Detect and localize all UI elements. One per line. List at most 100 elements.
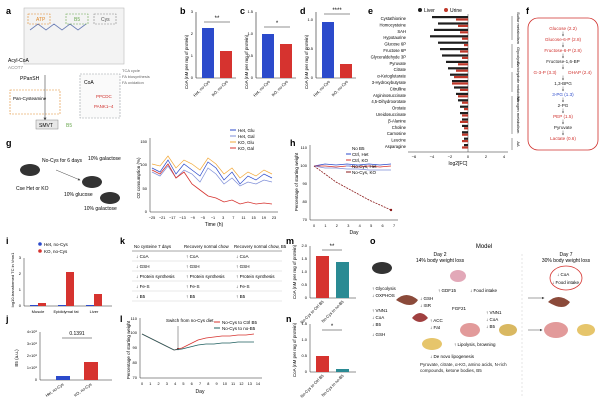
metabolite-label: 3-PG (1.3) [552,92,574,97]
group-label: Carbohydrate metabolism [516,62,520,102]
xtick: 2 [336,224,338,228]
table-cell: ↑ GSH [236,264,250,269]
panel-g: g No-Cys for 6 days Cse Het or KO 10% ga… [6,128,278,228]
liver-icon [396,295,418,305]
day2-label: Day 2 [433,252,446,258]
urine-bar [462,133,468,136]
x-ticks: −25 −21 −17 −13 −9 −5 −1 3 7 11 15 19 23 [149,216,276,220]
muscle-icon [460,323,480,337]
legend-label: Het, no-Cys [44,242,69,247]
legend-label: No B5 [352,146,365,151]
y-axis-label: Percentage of starting weight [294,152,299,211]
xtick: 0 [313,224,315,228]
label-oxphos: ↓ OXPHOS [372,293,395,298]
ytick: 110 [301,145,308,150]
xtick: KO, no-Cys [73,382,93,398]
panel-letter-h: h [290,138,296,148]
legend-label: No-Cys, Het [352,164,377,169]
x-axis-label: Time (h) [205,222,224,228]
bar-ctrl-b5 [316,356,329,372]
ytick: 0 [251,75,254,80]
xtick: 4 [174,382,176,386]
ytick: 100 [140,162,147,167]
table-cell: ↑ Fe-S [186,284,200,289]
metabolite-label: Homocysteine [379,22,406,27]
significance: ** [330,244,335,250]
xtick: 1 [324,224,326,228]
metabolite-label: Citrate [394,67,407,72]
xtick: 6 [382,224,384,228]
mouse-icon [82,176,102,188]
panel-a: a ATP B5 Cys Acyl-CoA ACOT7 PPanSH Pan-C… [6,6,150,130]
label-glu: 10% glucose [64,192,93,198]
panel-m: m CoA (nM per mg of protein) 0 0.5 1.0 1… [286,236,356,325]
ytick: 2.0 [301,243,307,248]
bar [58,305,66,306]
label-ppcdc: PPCDC [96,94,113,99]
bar-het [56,376,70,380]
ytick: 80 [303,199,308,204]
fat-icon [422,338,442,350]
panel-letter-m: m [286,236,294,246]
panel-letter-j: j [5,314,9,324]
series-ko-gal [151,163,273,205]
legend-dot [38,249,42,253]
bar-het [202,28,214,78]
panel-h: h Percentage of starting weight 70 80 90… [290,138,398,236]
liver-bar [454,86,468,89]
bar [86,305,94,306]
panel-letter-g: g [6,138,12,148]
xtick: 19 [262,216,266,220]
molecule-box [23,7,125,65]
series-no-cys-het [313,165,391,171]
xtick: KO, no-Cys [211,79,229,97]
liver-bar [434,28,468,31]
metabolite-label: 2-PG [558,103,569,108]
label-acyl-coa: Acyl-CoA [8,58,30,64]
xtick: 3 [222,216,224,220]
table-header: Recovery normal chow, B5 [234,244,287,249]
muscle-icon [412,313,428,322]
ytick: 0 [191,75,194,80]
metabolite-label: Fructose 6P [383,48,406,53]
y-axis-label: CoA (nM per mg of protein) [304,34,309,89]
panel-n: n CoA (nM per mg of protein) 0 0.5 1.0 1… [286,314,356,399]
xtick: 5 [182,382,184,386]
label-pan-cysteamine: Pan-Cysteamine [13,96,47,101]
label-cys: Cys [101,17,110,23]
label-coa: ↓ CoA [372,315,384,320]
series-ko-glu [151,155,273,179]
day7-loss: 30% body weight loss [542,258,591,264]
xtick: 2 [485,154,488,159]
xtick: Het, no-Cys [252,79,270,97]
table-cell: ↑ B5 [236,294,246,299]
ytick: 1×10⁸ [27,366,38,370]
table-cell: ↑ CoA [186,254,199,259]
label-acot7: ACOT7 [8,65,24,70]
liver-bar [446,60,468,63]
xtick: 2 [158,382,160,386]
ytick: 0 [305,295,308,300]
label-lipogenesis: ↓ De novo lipogenesis [430,354,475,359]
urine-bar [464,44,468,47]
table-header: Recovery normal chow [184,244,229,249]
metabolite-label: Cystathionine [381,16,407,21]
panel-l: l Percentage of starting weight 70 80 90… [120,314,262,395]
label-coa-2: ↓ CoA [486,317,498,322]
liver-bar [464,144,468,147]
y-axis-label: B5 (a.u.) [14,349,19,367]
label-tca: TCA cycle [122,68,141,73]
xtick: 7 [393,224,395,228]
liver-bar [462,124,468,127]
panel-letter-f: f [526,6,530,16]
xtick: 12 [239,382,243,386]
label-glycolysis: ↑ Glycolysis [372,286,397,291]
panel-i: i Het, no-Cys KO, no-Cys log10-transform… [6,236,112,314]
metabolite-label: Pyruvate [389,61,406,66]
panel-letter-d: d [300,6,306,16]
liver-bar [452,80,468,83]
label-b5: B5 [66,123,72,129]
liver-bar [456,92,468,95]
